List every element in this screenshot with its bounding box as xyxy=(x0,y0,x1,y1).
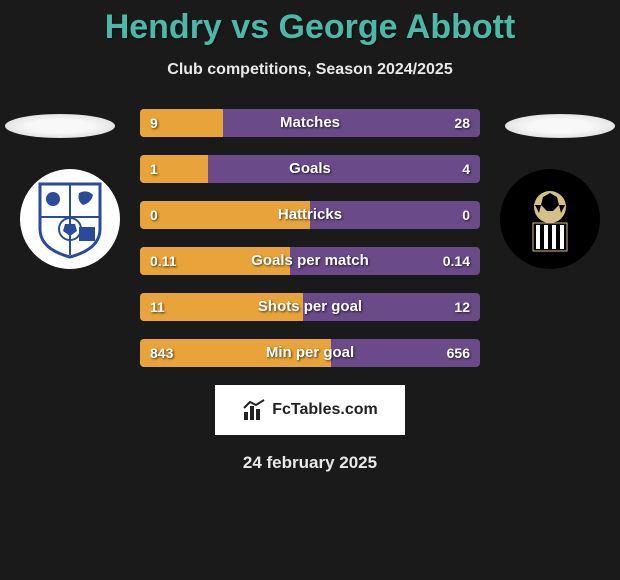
chart-icon xyxy=(242,398,266,422)
team-badge-right xyxy=(500,169,600,269)
stat-value-right: 656 xyxy=(447,339,470,367)
stat-label: Goals xyxy=(140,155,480,183)
stat-row: 0Hattricks0 xyxy=(140,201,480,229)
stat-label: Min per goal xyxy=(140,339,480,367)
stat-row: 1Goals4 xyxy=(140,155,480,183)
stat-row: 0.11Goals per match0.14 xyxy=(140,247,480,275)
stat-label: Shots per goal xyxy=(140,293,480,321)
stat-value-right: 12 xyxy=(454,293,470,321)
date-text: 24 february 2025 xyxy=(0,453,620,473)
comparison-content: 9Matches28 1Goals4 0Hattricks0 0.11Goals pe… xyxy=(0,109,620,367)
tranmere-rovers-icon xyxy=(35,179,105,259)
subtitle: Club competitions, Season 2024/2025 xyxy=(0,61,620,79)
stat-row: 843Min per goal656 xyxy=(140,339,480,367)
stat-value-right: 0 xyxy=(462,201,470,229)
stat-row: 11Shots per goal12 xyxy=(140,293,480,321)
stat-label: Goals per match xyxy=(140,247,480,275)
stat-value-right: 0.14 xyxy=(443,247,470,275)
page-title: Hendry vs George Abbott xyxy=(0,0,620,47)
notts-county-icon xyxy=(515,179,585,259)
stat-label: Matches xyxy=(140,109,480,137)
stat-row: 9Matches28 xyxy=(140,109,480,137)
stat-label: Hattricks xyxy=(140,201,480,229)
player-right-ellipse xyxy=(505,114,615,138)
fctables-logo: FcTables.com xyxy=(215,385,405,435)
fctables-text: FcTables.com xyxy=(272,401,378,419)
stat-value-right: 28 xyxy=(454,109,470,137)
team-badge-left xyxy=(20,169,120,269)
stats-bars: 9Matches28 1Goals4 0Hattricks0 0.11Goals pe… xyxy=(140,109,480,367)
stat-value-right: 4 xyxy=(462,155,470,183)
player-left-ellipse xyxy=(5,114,115,138)
